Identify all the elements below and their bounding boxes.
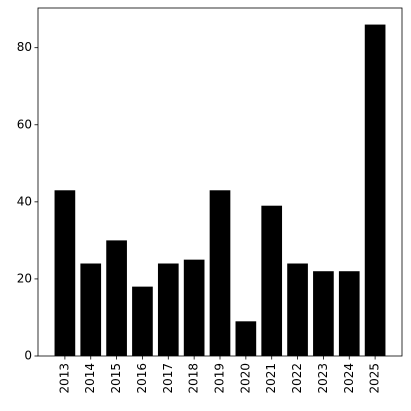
y-tick-label: 40 <box>17 194 32 208</box>
y-tick-label: 60 <box>17 117 32 131</box>
bar <box>183 259 205 356</box>
bar <box>313 271 334 356</box>
axes-frame <box>37 7 403 357</box>
bar <box>132 286 153 356</box>
y-tick-label: 0 <box>24 349 32 363</box>
x-tick-label: 2014 <box>83 363 97 394</box>
x-tick-label: 2013 <box>57 363 71 394</box>
x-tick-label: 2021 <box>264 363 278 394</box>
bar <box>235 321 257 356</box>
bar <box>80 263 102 356</box>
x-tick-label: 2017 <box>161 363 175 394</box>
bar <box>338 271 360 356</box>
x-tick-label: 2019 <box>213 363 227 394</box>
x-tick-label: 2025 <box>368 363 382 394</box>
bar <box>261 205 283 356</box>
x-tick-label: 2018 <box>187 363 201 394</box>
bar <box>209 190 231 356</box>
bar <box>157 263 179 356</box>
x-tick-label: 2020 <box>238 363 252 394</box>
bar <box>364 24 386 356</box>
x-tick-label: 2016 <box>135 363 149 394</box>
x-tick-label: 2024 <box>342 363 356 394</box>
bar <box>106 240 127 356</box>
x-tick-label: 2015 <box>109 363 123 394</box>
y-tick-label: 20 <box>17 271 32 285</box>
x-tick-label: 2023 <box>316 363 330 394</box>
bar <box>287 263 308 356</box>
y-tick-label: 80 <box>17 40 32 54</box>
bar <box>54 190 76 356</box>
x-tick-label: 2022 <box>290 363 304 394</box>
